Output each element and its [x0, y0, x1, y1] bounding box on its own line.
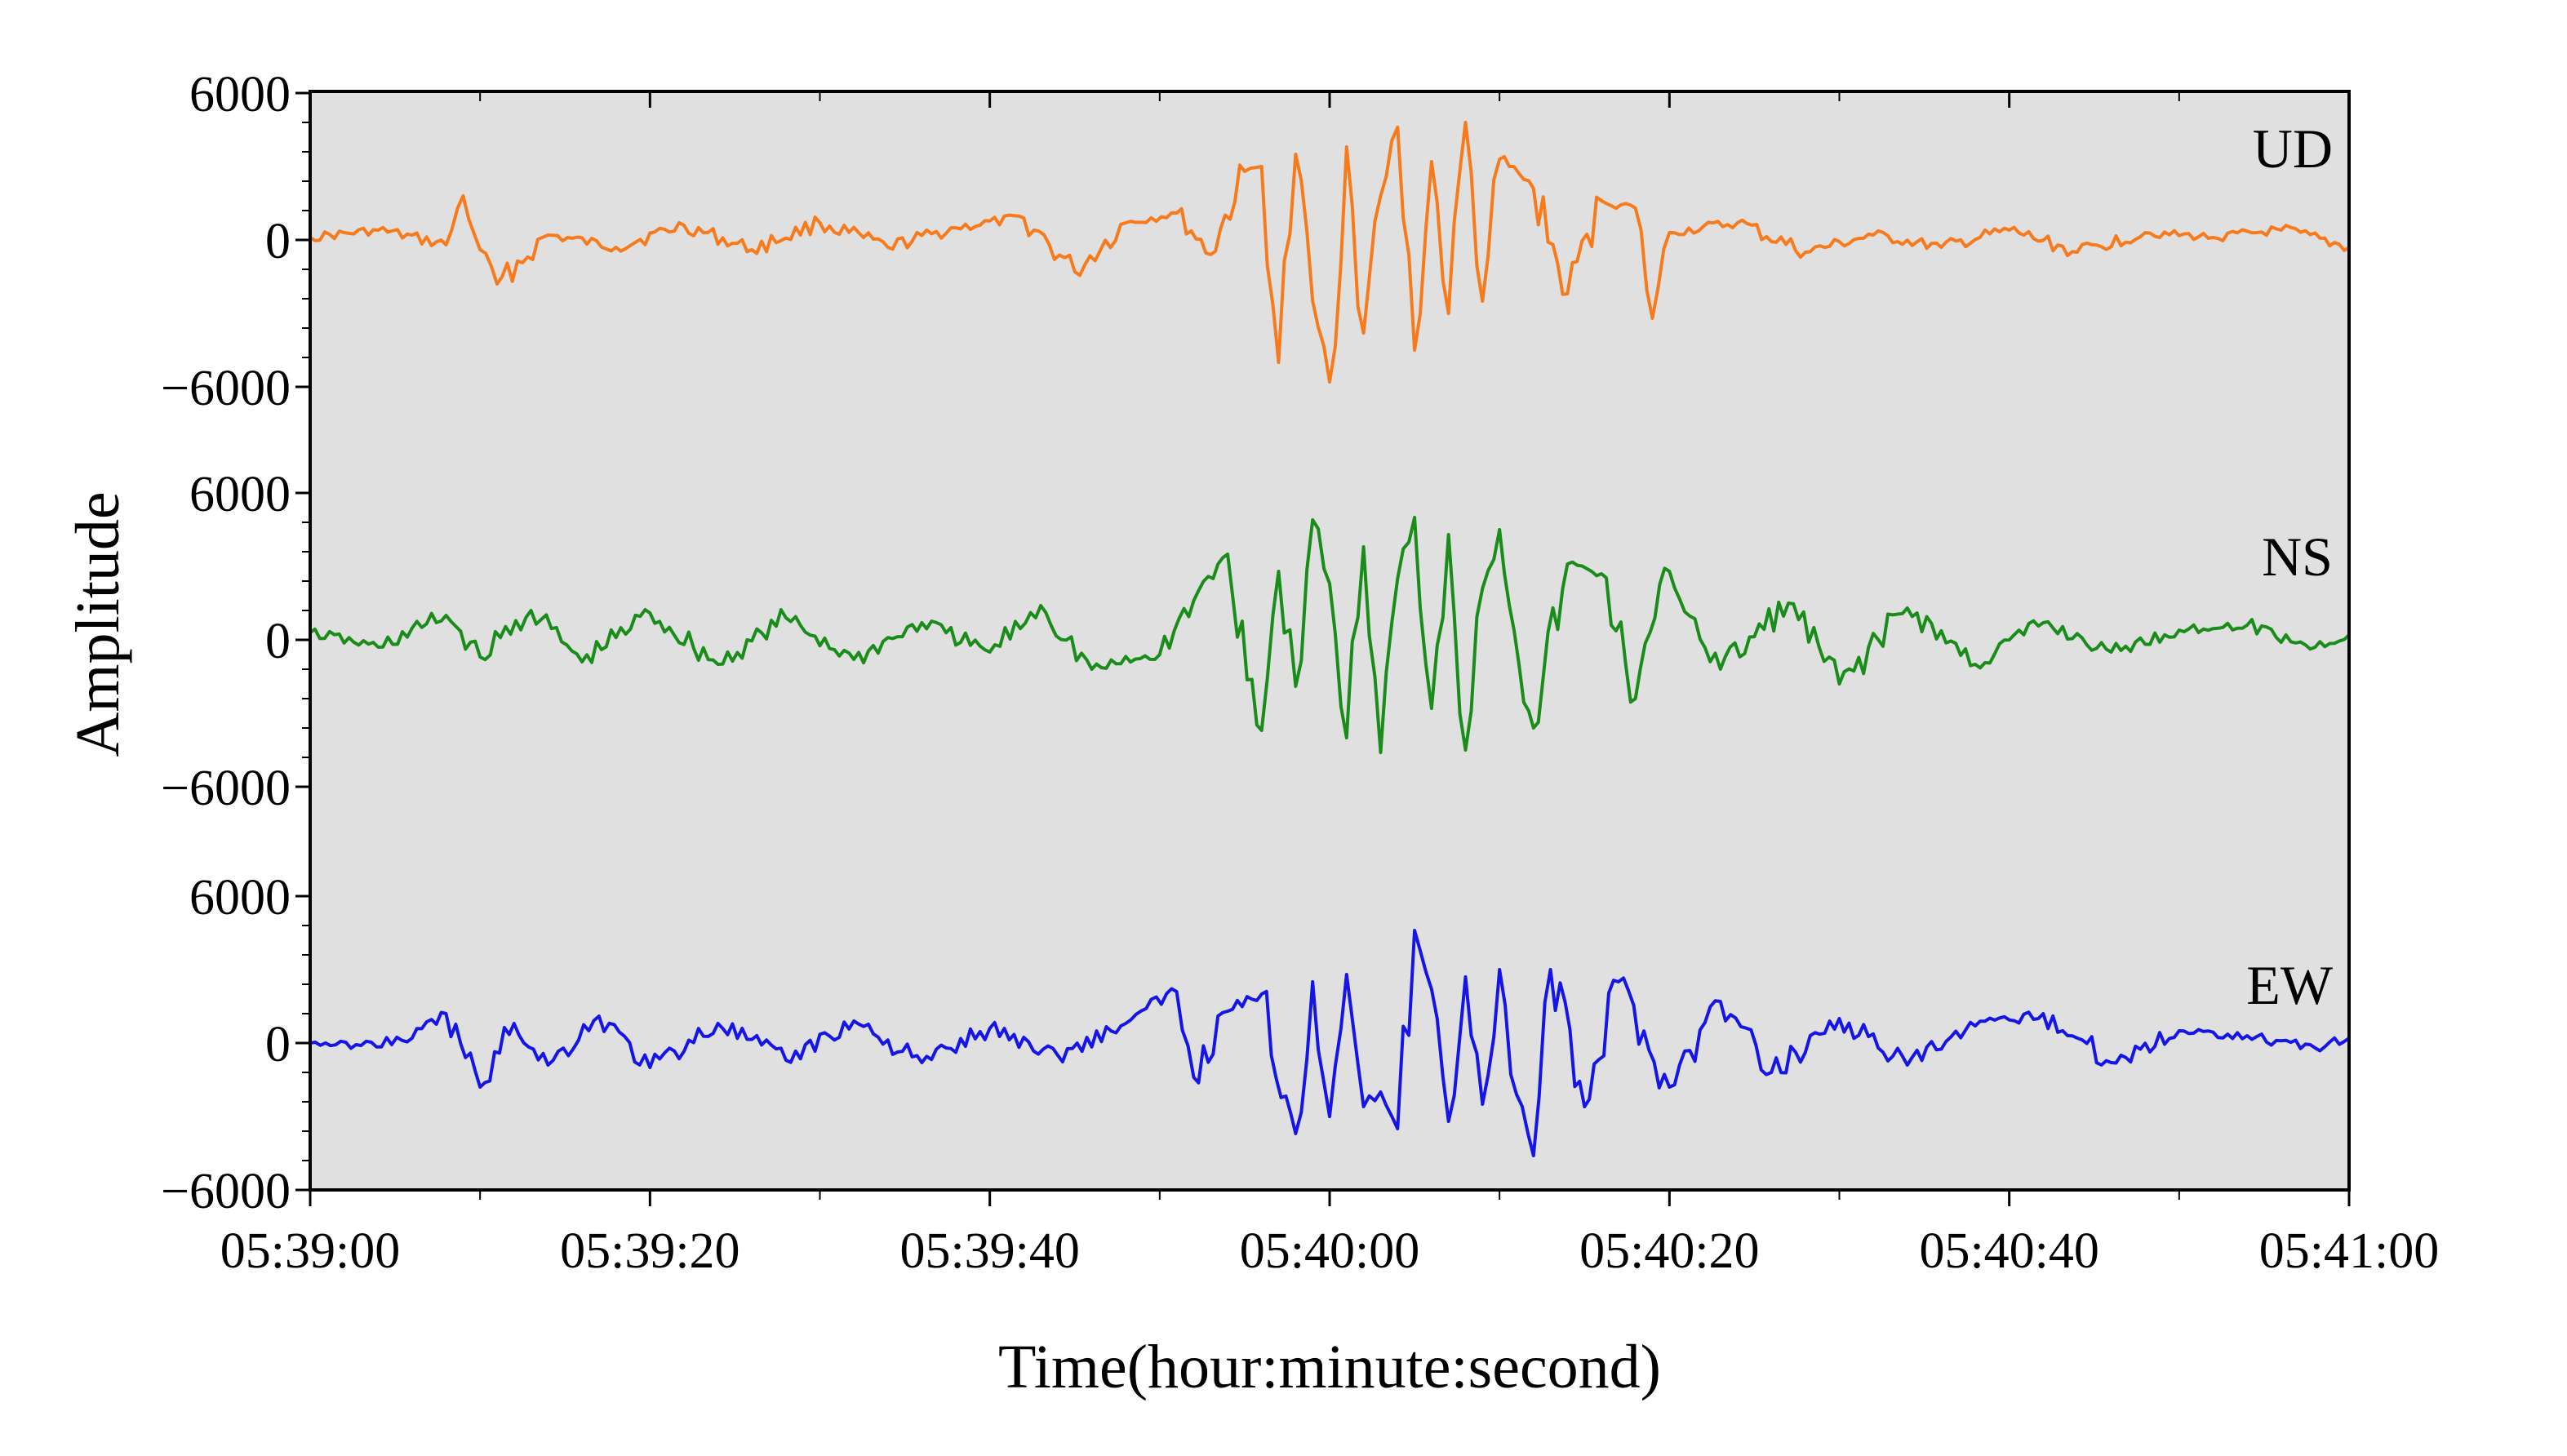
y-tick-label: 0	[265, 1017, 291, 1072]
x-axis-label: Time(hour:minute:second)	[998, 1333, 1661, 1401]
x-tick-label: 05:39:20	[560, 1223, 739, 1279]
component-label-ud: UD	[2253, 118, 2333, 180]
y-axis-label: Amplitude	[64, 491, 132, 757]
x-tick-label: 05:40:00	[1240, 1223, 1419, 1279]
trace-ew	[309, 929, 2351, 1157]
component-label-ns: NS	[2262, 526, 2333, 588]
traces-group	[309, 121, 2351, 1157]
y-tick-label: −6000	[161, 761, 291, 816]
ticks-group	[295, 91, 2351, 1206]
x-tick-label: 05:39:00	[220, 1223, 400, 1279]
x-tick-label: 05:41:00	[2259, 1223, 2439, 1279]
x-tick-label: 05:39:40	[899, 1223, 1079, 1279]
y-tick-label: −6000	[161, 361, 291, 416]
x-tick-label: 05:40:40	[1919, 1223, 2098, 1279]
component-label-ew: EW	[2246, 954, 2334, 1016]
y-tick-label: 0	[265, 614, 291, 669]
trace-ns	[309, 516, 2351, 754]
y-tick-label: −6000	[161, 1164, 291, 1219]
trace-ud	[309, 121, 2351, 384]
x-tick-label: 05:40:20	[1579, 1223, 1759, 1279]
y-tick-label: 6000	[189, 870, 291, 926]
y-tick-label: 6000	[189, 467, 291, 522]
y-tick-label: 6000	[189, 67, 291, 122]
y-tick-label: 0	[265, 214, 291, 269]
